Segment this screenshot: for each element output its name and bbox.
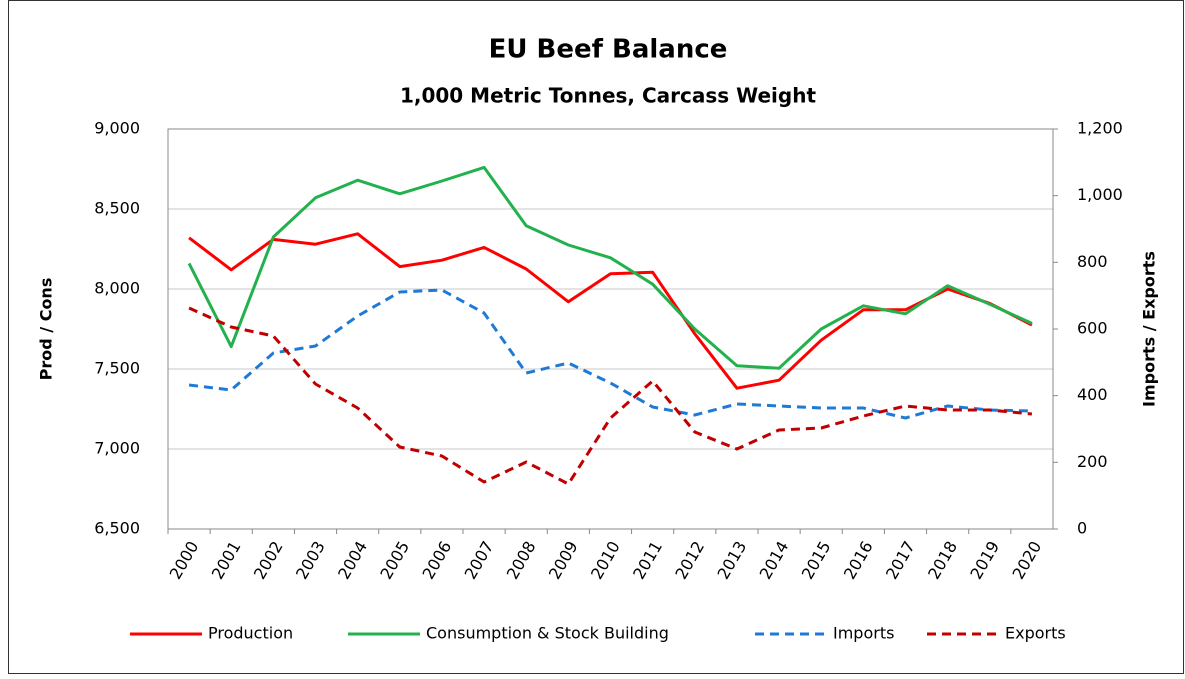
y-tick-label: 6,500 bbox=[94, 519, 140, 538]
y-tick-label: 8,500 bbox=[94, 199, 140, 218]
y2-tick-label: 600 bbox=[1077, 319, 1108, 338]
chart-subtitle: 1,000 Metric Tonnes, Carcass Weight bbox=[400, 84, 817, 108]
series-line bbox=[188, 306, 1033, 486]
y2-tick-label: 1,200 bbox=[1077, 119, 1123, 138]
y-tick-label: 7,500 bbox=[94, 359, 140, 378]
y-tick-label: 9,000 bbox=[94, 119, 140, 138]
y2-tick-label: 0 bbox=[1077, 519, 1087, 538]
legend-label: Exports bbox=[1005, 624, 1066, 643]
legend-label: Imports bbox=[833, 624, 894, 643]
series-line bbox=[187, 165, 1033, 370]
y-tick-label: 8,000 bbox=[94, 279, 140, 298]
chart-border bbox=[8, 0, 1184, 674]
y2-tick-label: 1,000 bbox=[1077, 185, 1123, 204]
y2-tick-label: 200 bbox=[1077, 452, 1108, 471]
legend-label: Consumption & Stock Building bbox=[426, 624, 669, 643]
y2-tick-label: 800 bbox=[1077, 252, 1108, 271]
chart-title: EU Beef Balance bbox=[489, 35, 728, 65]
y-tick-label: 7,000 bbox=[94, 439, 140, 458]
y2-axis-label: Imports / Exports bbox=[1140, 251, 1159, 407]
y2-tick-label: 400 bbox=[1077, 385, 1108, 404]
y-axis-label: Prod / Cons bbox=[37, 278, 56, 381]
plot-frame bbox=[167, 128, 1054, 530]
legend-label: Production bbox=[208, 624, 293, 643]
series-line bbox=[188, 288, 1032, 420]
